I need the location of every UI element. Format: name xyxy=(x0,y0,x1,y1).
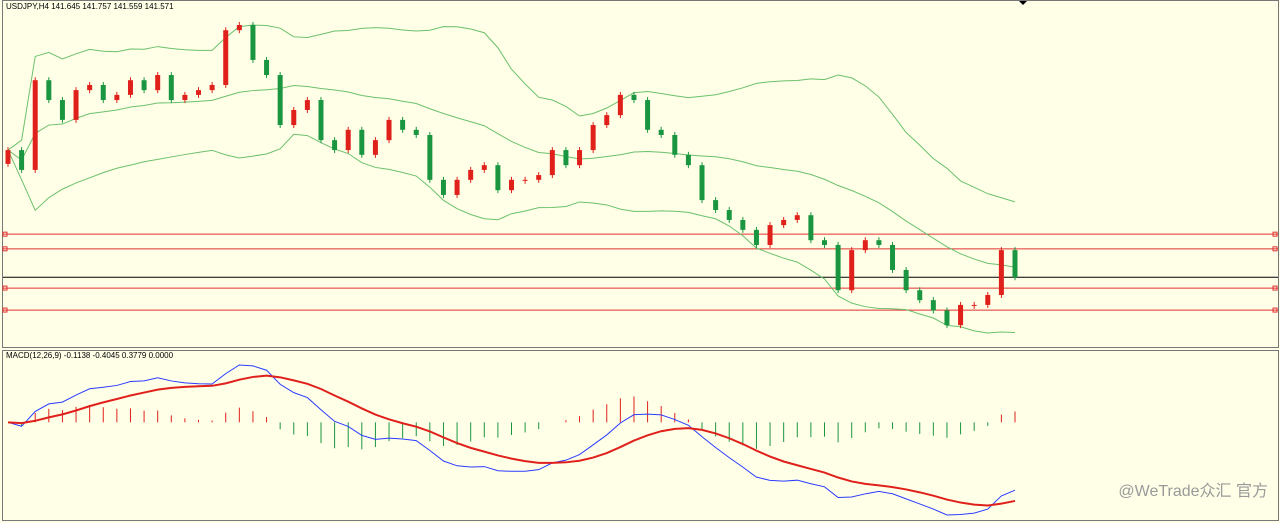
candle xyxy=(427,134,433,180)
candle xyxy=(100,84,106,101)
candle xyxy=(522,179,528,181)
candle xyxy=(767,225,773,245)
candle xyxy=(835,244,841,291)
candle xyxy=(753,229,759,245)
candle xyxy=(59,100,65,120)
candle xyxy=(740,219,746,230)
chart-title: USDJPY,H4 141.645 141.757 141.559 141.57… xyxy=(6,2,174,11)
macd-panel xyxy=(2,350,1279,521)
candle xyxy=(985,294,991,305)
candle xyxy=(46,80,52,101)
candle xyxy=(332,140,338,151)
candle xyxy=(549,150,555,176)
candle xyxy=(631,94,637,101)
candle xyxy=(876,240,882,245)
candle xyxy=(495,165,501,191)
candle xyxy=(32,80,38,170)
candle xyxy=(536,175,542,180)
candle xyxy=(19,150,25,170)
candle xyxy=(645,100,651,130)
candle xyxy=(563,150,569,166)
candle xyxy=(73,90,79,120)
candle xyxy=(944,310,950,326)
candle xyxy=(291,109,297,126)
candle xyxy=(890,244,896,270)
candle xyxy=(699,165,705,201)
watermark: @WeTrade众汇 官方 xyxy=(1118,482,1268,500)
candle xyxy=(617,94,623,116)
bollinger-band xyxy=(7,133,1016,334)
candle xyxy=(223,30,229,85)
level-handle xyxy=(1272,307,1278,313)
candle xyxy=(155,75,161,91)
candle xyxy=(808,215,814,241)
candle xyxy=(794,215,800,220)
candle xyxy=(481,165,487,170)
candle xyxy=(277,75,283,126)
candle xyxy=(168,75,174,101)
bollinger-band xyxy=(7,24,1016,203)
candle xyxy=(304,100,310,110)
candle xyxy=(849,250,855,291)
level-handle xyxy=(1272,285,1278,291)
level-handle xyxy=(2,231,8,237)
candle xyxy=(713,200,719,211)
shift-marker xyxy=(1019,1,1027,5)
main-panel xyxy=(2,0,1279,348)
candle xyxy=(318,100,324,141)
candle xyxy=(413,129,419,135)
candle xyxy=(672,134,678,155)
level-handle xyxy=(2,307,8,313)
candle xyxy=(726,210,732,220)
candle xyxy=(5,150,11,164)
candle xyxy=(345,129,351,151)
candle xyxy=(862,240,868,251)
candle xyxy=(958,304,964,326)
level-handle xyxy=(2,285,8,291)
level-handle xyxy=(1272,246,1278,252)
candle xyxy=(209,84,215,91)
candle xyxy=(821,240,827,245)
candle xyxy=(685,154,691,166)
candle xyxy=(440,179,446,195)
candle xyxy=(182,94,188,101)
candle xyxy=(400,119,406,130)
candle xyxy=(127,80,133,95)
candle xyxy=(590,125,596,151)
bollinger-band xyxy=(7,85,1016,268)
candle xyxy=(509,179,514,191)
level-handle xyxy=(1272,231,1278,237)
level-handle xyxy=(2,246,8,252)
candle xyxy=(264,59,270,76)
candle xyxy=(781,219,787,226)
candle xyxy=(359,129,365,155)
candle xyxy=(468,169,474,180)
candle xyxy=(372,140,378,155)
candle xyxy=(971,304,977,306)
candle xyxy=(196,90,202,95)
macd-label: MACD(12,26,9) -0.1138 -0.4045 0.3779 0.0… xyxy=(6,351,174,360)
candle xyxy=(250,25,256,60)
candle xyxy=(1012,250,1018,278)
candle xyxy=(917,290,923,301)
macd-line xyxy=(7,364,1016,516)
candle xyxy=(903,269,909,291)
candle xyxy=(236,25,242,31)
candle xyxy=(114,94,120,101)
candle xyxy=(998,250,1004,295)
candle xyxy=(141,80,147,91)
candle xyxy=(930,300,936,311)
candle xyxy=(87,84,93,91)
candle xyxy=(386,119,392,141)
signal-line xyxy=(7,374,1016,507)
candle xyxy=(577,150,583,166)
candle xyxy=(658,129,664,135)
candle xyxy=(454,179,460,195)
candle xyxy=(604,115,610,126)
